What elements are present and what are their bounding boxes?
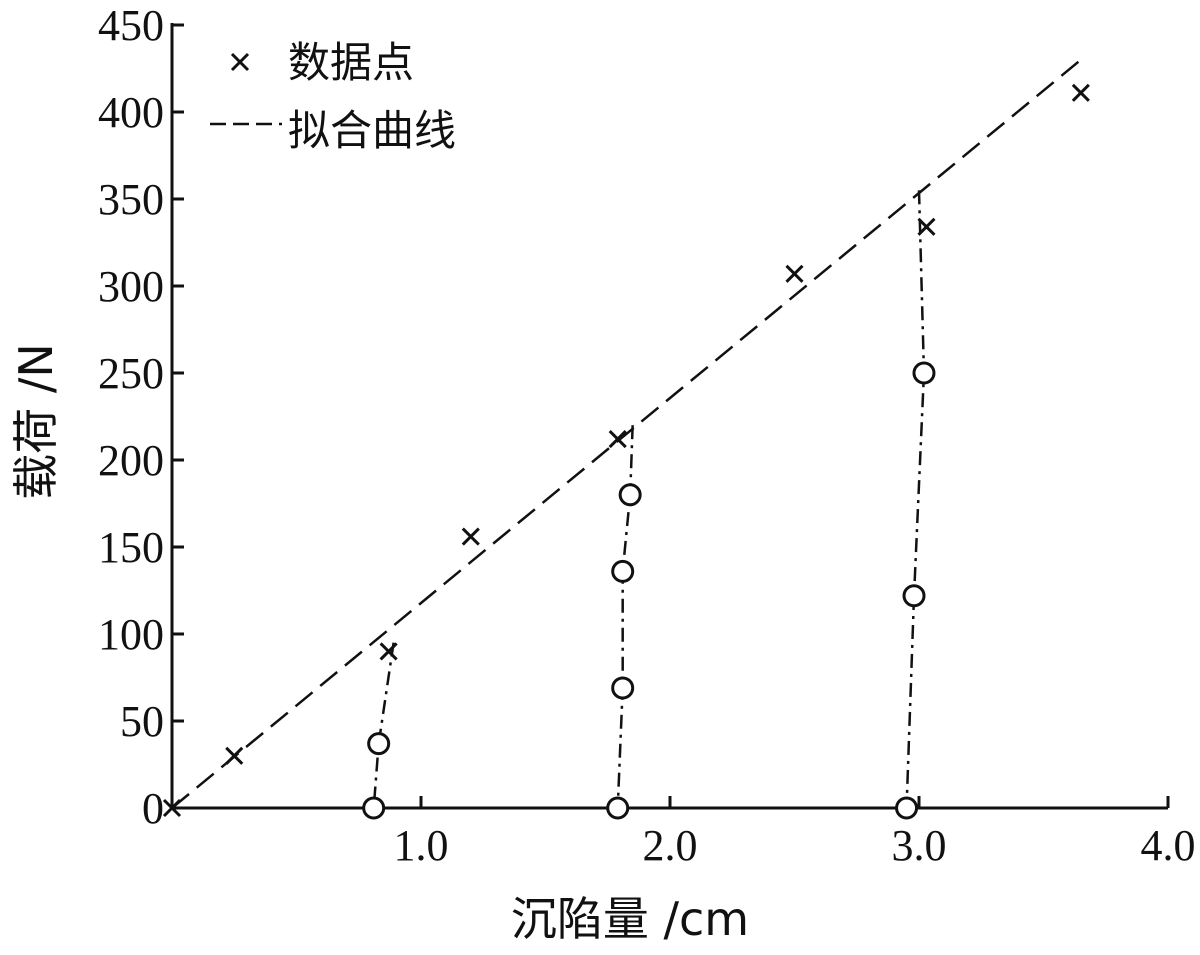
fit-line [171, 58, 1082, 809]
circle-marker [611, 559, 635, 583]
x-tick-label: 1.0 [394, 821, 449, 870]
legend-label-fit-curve: 拟合曲线 [288, 106, 456, 155]
y-tick-label: 50 [120, 697, 164, 746]
y-axis-title: 载荷 /N [9, 343, 63, 500]
legend-marker-x [230, 52, 250, 72]
data-point-marker [461, 527, 480, 546]
y-tick-label: 100 [98, 610, 164, 659]
data-point-marker [162, 798, 182, 818]
y-tick-label: 450 [98, 1, 164, 50]
y-tick-label: 150 [98, 523, 164, 572]
data-point-marker [379, 642, 398, 661]
data-point-marker [608, 430, 627, 449]
y-tick-label: 400 [98, 88, 164, 137]
unloading-curve [616, 425, 634, 809]
data-point-marker [785, 264, 804, 283]
circle-marker [618, 483, 642, 507]
unloading-curve [905, 190, 926, 809]
y-tick-label: 200 [98, 436, 164, 485]
data-point-marker [917, 217, 936, 236]
y-tick-label: 300 [98, 262, 164, 311]
x-tick-label: 4.0 [1141, 821, 1196, 870]
circle-marker [362, 796, 386, 820]
y-tick-label: 250 [98, 349, 164, 398]
legend-label-data-points: 数据点 [288, 38, 414, 87]
x-axis-title: 沉陷量 /cm [511, 892, 749, 946]
circle-marker [611, 676, 635, 700]
circle-marker [912, 361, 936, 385]
x-tick-label: 2.0 [643, 821, 698, 870]
x-tick-label: 3.0 [892, 821, 947, 870]
circle-marker [606, 796, 630, 820]
y-tick-label: 350 [98, 175, 164, 224]
circle-marker [367, 732, 391, 756]
circle-marker [902, 584, 926, 608]
circle-marker [895, 796, 919, 820]
data-point-marker [1071, 83, 1090, 102]
y-tick-label: 0 [142, 784, 164, 833]
data-point-marker [225, 746, 244, 765]
unloading-curve [372, 642, 395, 809]
